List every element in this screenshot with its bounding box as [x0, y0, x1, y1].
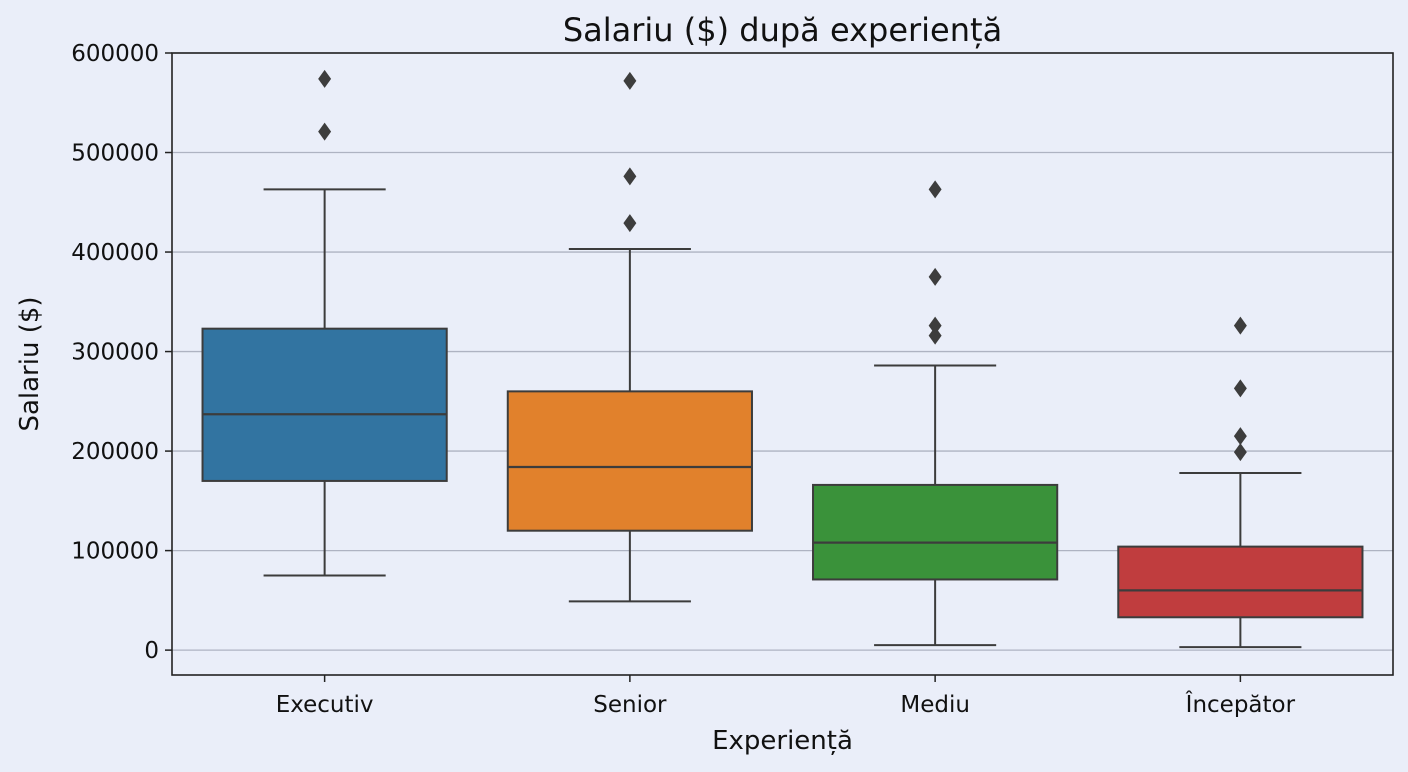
outlier-point — [1233, 379, 1247, 398]
outlier-point — [318, 69, 332, 88]
outlier-point — [928, 316, 942, 335]
outlier-point — [1233, 443, 1247, 462]
y-tick-label: 400000 — [71, 240, 159, 266]
chart-title: Salariu ($) după experiență — [563, 11, 1002, 49]
outlier-point — [928, 267, 942, 286]
y-tick-label: 600000 — [71, 41, 159, 67]
outlier-point — [623, 167, 637, 186]
x-tick-label: Începător — [1185, 690, 1296, 718]
outlier-point — [318, 122, 332, 141]
axis-layer: 0 100000 200000 300000 400000 500000 600000 Exe… — [71, 41, 1394, 718]
box-group — [201, 69, 448, 577]
y-tick-label: 500000 — [71, 141, 159, 167]
y-tick-label: 0 — [144, 638, 159, 664]
outlier-point — [1233, 316, 1247, 335]
x-tick-label: Executiv — [276, 692, 374, 718]
outlier-point — [928, 326, 942, 345]
outlier-point — [928, 180, 942, 199]
x-tick-label: Senior — [593, 692, 667, 718]
y-tick-label: 100000 — [71, 539, 159, 565]
outlier-point — [1233, 427, 1247, 446]
x-axis-label: Experiență — [712, 726, 853, 756]
plot-frame — [171, 52, 1394, 676]
iqr-box — [1117, 545, 1364, 619]
outlier-point — [623, 214, 637, 233]
box-group — [1117, 316, 1364, 649]
box-group — [506, 71, 753, 603]
x-tick-label: Mediu — [900, 692, 970, 718]
y-tick-label: 300000 — [71, 340, 159, 366]
iqr-box — [812, 483, 1059, 581]
outlier-point — [623, 71, 637, 90]
iqr-box — [201, 327, 448, 482]
y-tick-label: 200000 — [71, 439, 159, 465]
y-axis-label: Salariu ($) — [15, 296, 45, 431]
box-group — [812, 180, 1059, 647]
box-layer — [201, 69, 1364, 649]
iqr-box — [506, 390, 753, 532]
